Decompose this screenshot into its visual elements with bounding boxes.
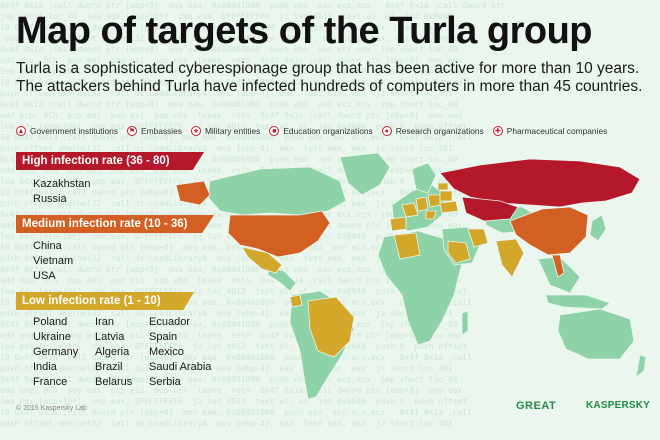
legend-item-pharma: ✚ Pharmaceutical companies — [492, 126, 608, 136]
list-item: Kazakhstan — [33, 178, 91, 190]
new-zealand-region — [635, 354, 647, 378]
legend-label: Government institutions — [30, 126, 118, 136]
legend-label: Education organizations — [283, 126, 373, 136]
list-item: Serbia — [149, 376, 181, 388]
list-item: Mexico — [149, 346, 184, 358]
low-infection-banner: Low infection rate (1 - 10) — [16, 292, 194, 310]
low-infection-list: Poland Iran Ecuador Ukraine Latvia Spain… — [33, 315, 233, 390]
indonesia-region — [545, 294, 611, 310]
legend-item-research: ● Research organizations — [381, 126, 484, 136]
legend-label: Research organizations — [395, 126, 484, 136]
copyright: © 2015 Kaspersky Lab — [16, 405, 87, 412]
country-mexico — [241, 246, 283, 274]
list-item: Algeria — [95, 346, 130, 358]
military-icon: ★ — [190, 126, 201, 136]
list-item: Iran — [95, 316, 114, 328]
canada-region — [207, 166, 347, 216]
target-type-legend: ▲ Government institutions ⚑ Embassies ★ … — [16, 124, 656, 138]
australia-region — [557, 308, 635, 360]
list-item: Belarus — [95, 376, 133, 388]
list-item: Ecuador — [149, 316, 190, 328]
country-algeria — [393, 232, 421, 260]
legend-label: Pharmaceutical companies — [506, 126, 608, 136]
list-item: France — [33, 376, 68, 388]
government-icon: ▲ — [16, 126, 26, 136]
list-item: India — [33, 361, 57, 373]
country-brazil — [307, 296, 355, 358]
list-item: China — [33, 240, 62, 252]
country-usa — [227, 210, 331, 258]
medium-infection-list: China Vietnam USA — [33, 239, 73, 284]
pharma-icon: ✚ — [492, 126, 503, 136]
list-item: Spain — [149, 331, 178, 343]
kaspersky-logo: KASPERSKY — [586, 400, 651, 411]
country-vietnam — [551, 254, 565, 278]
education-icon: ■ — [269, 126, 280, 136]
page-title: Map of targets of the Turla group — [16, 10, 593, 52]
legend-item-government: ▲ Government institutions — [16, 126, 118, 136]
country-spain — [389, 216, 407, 232]
japan-region — [589, 214, 607, 242]
list-item: Russia — [33, 193, 67, 205]
high-infection-banner: High infection rate (36 - 80) — [16, 152, 204, 170]
country-serbia — [425, 210, 437, 220]
legend-item-embassies: ⚑ Embassies — [126, 126, 182, 136]
country-iran — [467, 228, 489, 248]
madagascar-region — [461, 310, 469, 336]
great-logo: GREAT — [516, 400, 557, 412]
country-saudi-arabia — [447, 240, 471, 264]
legend-item-education: ■ Education organizations — [269, 126, 373, 136]
list-item: Saudi Arabia — [149, 361, 212, 373]
country-germany — [415, 196, 429, 212]
country-poland — [427, 194, 441, 208]
country-france — [401, 202, 419, 218]
country-ecuador — [289, 294, 303, 308]
list-item: Brazil — [95, 361, 123, 373]
country-belarus — [439, 190, 453, 202]
scandinavia-region — [411, 162, 437, 194]
country-usa-alaska — [175, 180, 211, 206]
list-item: Ukraine — [33, 331, 71, 343]
list-item: Latvia — [95, 331, 125, 343]
country-ukraine — [439, 200, 459, 214]
legend-item-military: ★ Military entities — [190, 126, 261, 136]
medium-infection-banner: Medium infection rate (10 - 36) — [16, 215, 214, 233]
country-china — [509, 206, 589, 256]
list-item: Poland — [33, 316, 68, 328]
country-kazakhstan — [461, 196, 519, 222]
legend-label: Military entities — [204, 126, 261, 136]
embassy-icon: ⚑ — [126, 126, 137, 136]
list-item: Vietnam — [33, 255, 74, 267]
research-icon: ● — [381, 126, 392, 136]
page-subtitle: Turla is a sophisticated cyberespionage … — [16, 60, 643, 95]
high-infection-list: Kazakhstan Russia — [33, 177, 90, 207]
greenland-region — [339, 152, 391, 196]
list-item: Germany — [33, 346, 79, 358]
list-item: USA — [33, 270, 56, 282]
country-latvia — [437, 182, 449, 191]
legend-label: Embassies — [140, 126, 182, 136]
country-india — [495, 238, 525, 278]
world-map — [175, 152, 647, 400]
